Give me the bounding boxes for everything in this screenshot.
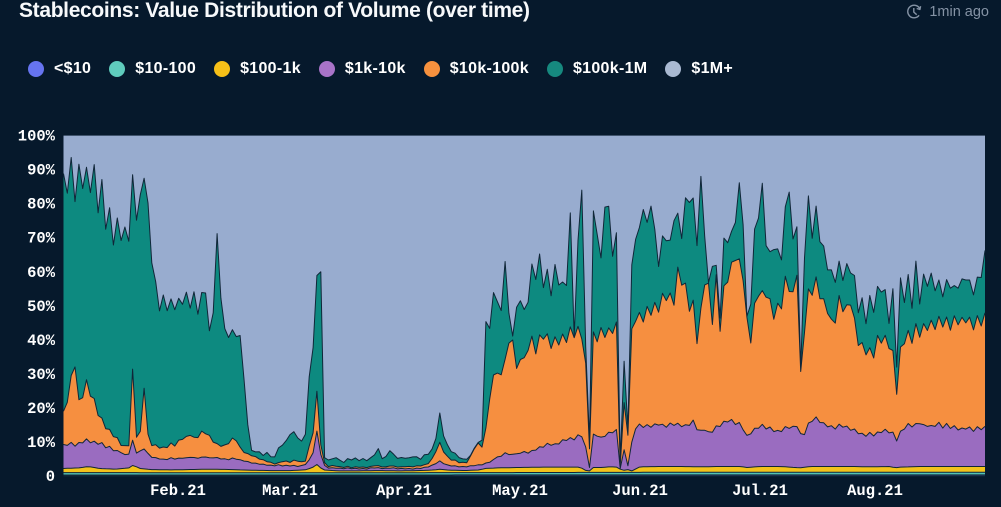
svg-text:70%: 70% (27, 230, 56, 248)
svg-text:Jun.21: Jun.21 (612, 482, 668, 500)
svg-text:40%: 40% (27, 332, 56, 350)
svg-text:10%: 10% (27, 434, 56, 452)
svg-text:90%: 90% (27, 162, 56, 180)
svg-text:Jul.21: Jul.21 (732, 482, 788, 500)
svg-text:100%: 100% (18, 128, 56, 146)
svg-text:30%: 30% (27, 366, 56, 384)
svg-text:0: 0 (46, 468, 55, 486)
svg-text:20%: 20% (27, 400, 56, 418)
svg-text:50%: 50% (27, 298, 56, 316)
svg-text:Feb.21: Feb.21 (150, 482, 206, 500)
svg-text:Mar.21: Mar.21 (262, 482, 318, 500)
svg-text:Aug.21: Aug.21 (847, 482, 903, 500)
svg-text:60%: 60% (27, 264, 56, 282)
svg-text:May.21: May.21 (492, 482, 548, 500)
svg-text:80%: 80% (27, 196, 56, 214)
svg-text:Apr.21: Apr.21 (376, 482, 432, 500)
